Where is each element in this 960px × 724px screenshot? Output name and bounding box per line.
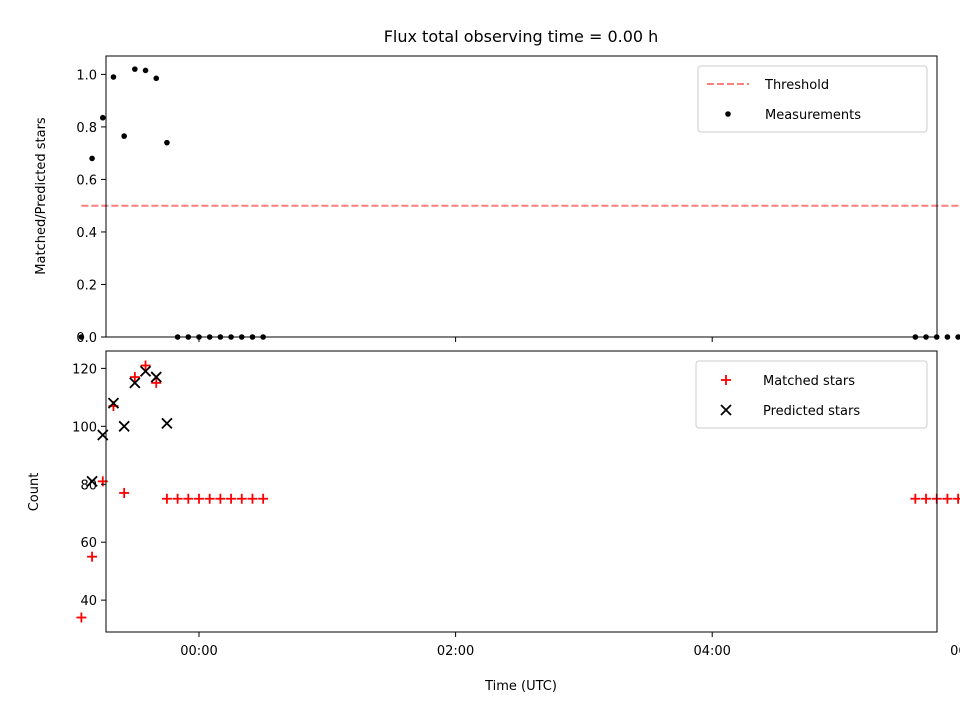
matched-star-point	[119, 487, 130, 498]
top-x-axis	[198, 337, 713, 342]
matched-star-point	[161, 493, 172, 504]
top-axes-frame	[105, 55, 938, 338]
y-tick-label: 0.6	[76, 173, 97, 188]
matched-star-point	[87, 551, 98, 562]
measurement-point	[955, 334, 960, 340]
measurement-point	[153, 75, 160, 82]
legend-frame	[695, 360, 928, 429]
y-tick-label: 40	[80, 594, 97, 609]
matched-star-point	[151, 377, 162, 388]
measurement-point	[89, 155, 95, 162]
measurement-point	[121, 133, 127, 139]
top-plot-area	[78, 66, 960, 340]
top-y-axis-label: Matched/Predicted stars	[34, 117, 49, 275]
matched-star-point	[204, 493, 215, 504]
measurement-point	[78, 334, 85, 340]
matched-star-point	[953, 493, 960, 504]
measurement-point	[164, 139, 170, 146]
predicted-star-point	[107, 397, 120, 409]
x-axis-label: Time (UTC)	[484, 679, 557, 694]
matched-star-point	[183, 493, 194, 504]
matched-star-point	[942, 493, 953, 504]
matched-star-point	[129, 372, 140, 383]
bottom-y-axis-label: Count	[27, 473, 42, 512]
predicted-star-point	[139, 365, 152, 377]
x-tick-label: 02:00	[437, 644, 474, 659]
legend-threshold-label: Threshold	[764, 78, 829, 93]
matched-star-point	[236, 493, 247, 504]
measurement-point	[132, 66, 138, 72]
y-tick-label: 0.4	[76, 226, 97, 241]
y-tick-label: 1.0	[76, 68, 97, 83]
y-tick-label: 0.8	[76, 121, 97, 136]
y-tick-label: 60	[80, 536, 97, 551]
legend-measurements-swatch	[725, 111, 731, 117]
x-tick-label: 06:00	[950, 644, 960, 659]
matched-star-point	[226, 493, 237, 504]
top-panel: 0.0 0.2 0.4 0.6 0.8 1.0 Matched/Predicted sta…	[34, 55, 960, 346]
measurement-point	[99, 114, 106, 121]
matched-star-point	[921, 493, 932, 504]
matched-star-point	[76, 612, 87, 623]
top-legend: Threshold Measurements	[697, 65, 928, 133]
x-tick-label: 00:00	[180, 644, 217, 659]
y-tick-label: 0.2	[76, 278, 97, 293]
legend-predicted-swatch	[720, 404, 732, 416]
measurement-point	[944, 334, 951, 340]
y-tick-label: 100	[72, 420, 97, 435]
matched-star-point	[258, 493, 269, 504]
predicted-star-point	[86, 475, 98, 487]
measurement-point	[110, 74, 117, 80]
legend-predicted-label: Predicted stars	[763, 404, 860, 419]
top-y-axis: 0.0 0.2 0.4 0.6 0.8 1.0	[76, 68, 106, 346]
measurement-point	[142, 67, 149, 74]
bottom-legend: Matched stars Predicted stars	[695, 360, 928, 429]
legend-frame	[697, 65, 928, 133]
matched-star-point	[910, 493, 921, 504]
matched-star-point	[247, 493, 258, 504]
y-tick-label: 0.0	[76, 331, 97, 346]
predicted-star-point	[150, 371, 162, 383]
predicted-star-point	[118, 420, 130, 432]
matched-star-point	[172, 493, 183, 504]
chart-title: Flux total observing time = 0.00 h	[384, 27, 659, 46]
bottom-plot-area	[76, 360, 960, 623]
predicted-star-point	[161, 417, 173, 430]
matched-star-point	[215, 493, 226, 504]
legend-matched-label: Matched stars	[763, 374, 855, 389]
matched-star-point	[194, 493, 204, 504]
y-tick-label: 80	[80, 478, 97, 493]
y-tick-label: 120	[72, 362, 97, 377]
legend-matched-swatch	[721, 375, 731, 385]
bottom-y-axis: 40 60 80 100 120	[72, 362, 106, 609]
bottom-axes-frame	[105, 350, 938, 633]
x-tick-label: 04:00	[693, 644, 730, 659]
legend-measurements-label: Measurements	[765, 108, 861, 123]
matched-star-point	[140, 360, 151, 371]
predicted-star-point	[129, 377, 141, 389]
